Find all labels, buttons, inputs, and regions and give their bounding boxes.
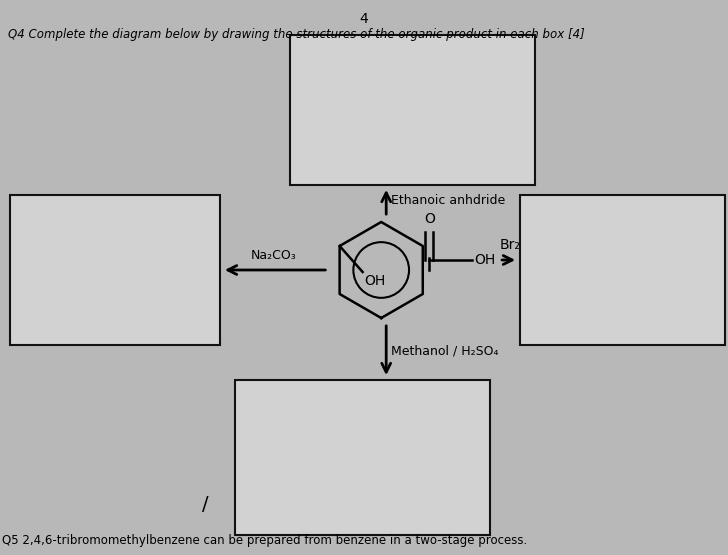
Bar bbox=[235, 380, 490, 535]
Text: Q5 2,4,6-tribromomethylbenzene can be prepared from benzene in a two-stage proce: Q5 2,4,6-tribromomethylbenzene can be pr… bbox=[2, 534, 527, 547]
Text: Q4 Complete the diagram below by drawing the structures of the organic product i: Q4 Complete the diagram below by drawing… bbox=[8, 28, 585, 41]
Text: OH: OH bbox=[365, 274, 386, 288]
Text: /: / bbox=[202, 496, 208, 514]
Bar bbox=[290, 35, 535, 185]
Bar bbox=[520, 195, 725, 345]
Text: Ethanoic anhdride: Ethanoic anhdride bbox=[391, 194, 505, 208]
Bar bbox=[10, 195, 220, 345]
Text: Br₂: Br₂ bbox=[499, 238, 520, 252]
Text: 4: 4 bbox=[360, 12, 368, 26]
Text: O: O bbox=[424, 212, 435, 226]
Text: Na₂CO₃: Na₂CO₃ bbox=[251, 249, 297, 262]
Text: OH: OH bbox=[474, 253, 496, 267]
Text: Methanol / H₂SO₄: Methanol / H₂SO₄ bbox=[391, 345, 499, 358]
